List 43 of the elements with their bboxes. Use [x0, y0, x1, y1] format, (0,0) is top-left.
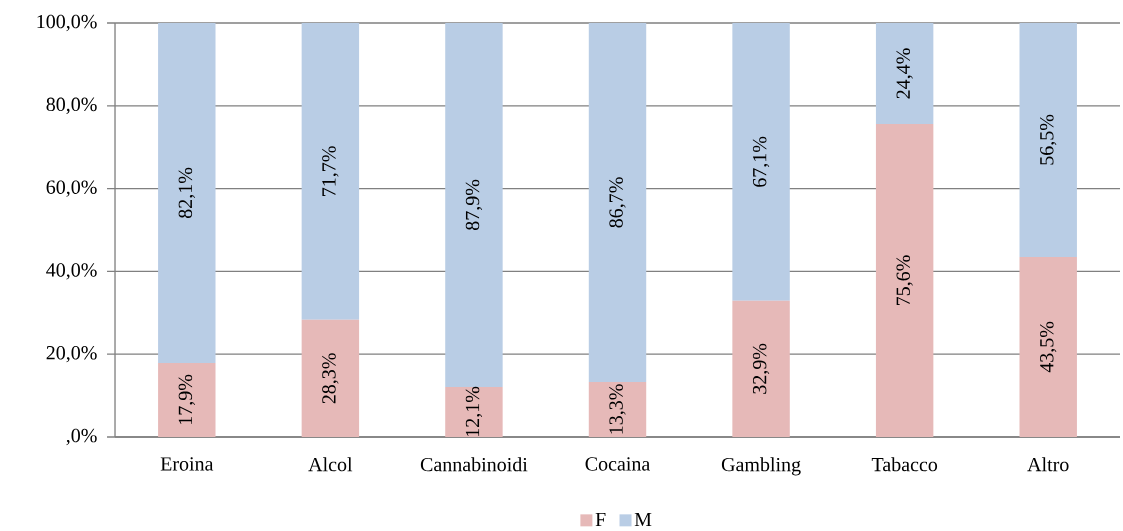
x-tick-label: Eroina — [160, 457, 214, 471]
data-label: 17,9% — [178, 374, 195, 425]
x-tick-label: Alcol — [308, 457, 353, 472]
data-label: 13,3% — [609, 384, 626, 434]
data-label: 56,5% — [1040, 114, 1057, 165]
data-label: 32,9% — [752, 343, 770, 394]
x-tick-label: Gambling — [721, 457, 801, 476]
legend-label: M — [634, 512, 652, 527]
y-tick-label: 40,0% — [46, 263, 97, 280]
data-label: 87,9% — [465, 179, 483, 231]
bar — [1019, 256, 1077, 437]
legend-label: F — [595, 512, 606, 527]
bar — [875, 124, 934, 437]
bar — [301, 319, 360, 437]
bar — [732, 300, 790, 437]
x-tick-label: Tabacco — [871, 457, 938, 472]
data-label: 67,1% — [752, 136, 770, 187]
data-label: 86,7% — [609, 177, 626, 228]
y-tick-label: 80,0% — [46, 97, 97, 114]
y-tick-label: 60,0% — [46, 180, 97, 197]
y-tick-label: 100,0% — [37, 14, 97, 32]
bar — [445, 22, 503, 387]
bar — [588, 381, 647, 437]
bar — [445, 386, 503, 437]
bar — [301, 22, 360, 320]
x-tick-label: Cocaina — [585, 457, 650, 471]
data-label: 28,3% — [322, 353, 339, 404]
x-tick-label: Altro — [1027, 457, 1069, 472]
bar — [158, 362, 216, 437]
bar — [875, 22, 934, 125]
x-tick-label: Cannabinoidi — [420, 457, 528, 472]
data-label: 82,1% — [178, 167, 195, 219]
bar — [1019, 22, 1077, 257]
data-label: 24,4% — [896, 48, 913, 99]
data-label: 43,5% — [1040, 321, 1057, 373]
bar — [158, 22, 216, 363]
bar — [732, 22, 790, 301]
y-tick-label: ,0% — [66, 428, 97, 446]
y-tick-label: 20,0% — [46, 346, 97, 363]
data-label: 75,6% — [896, 255, 913, 306]
data-label: 12,1% — [465, 386, 483, 437]
data-label: 71,7% — [322, 146, 339, 196]
bar — [588, 22, 647, 382]
